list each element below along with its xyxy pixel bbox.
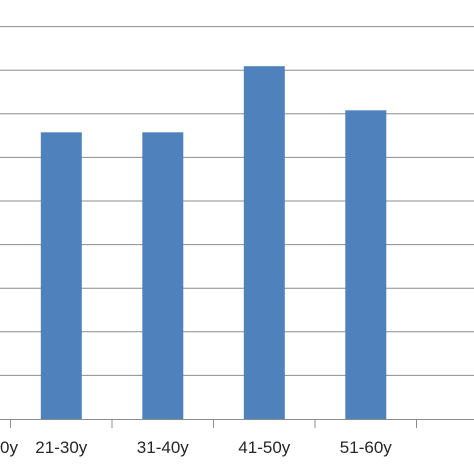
bar-4 [345, 110, 387, 420]
x-tick-label-1: 21-30y [35, 438, 87, 457]
bar-3 [243, 66, 285, 419]
bar-2 [142, 132, 184, 420]
axes [0, 419, 474, 428]
x-tick-label-0: 0y [0, 438, 18, 457]
x-tick-label-4: 51-60y [340, 438, 392, 457]
bar-1 [40, 132, 82, 420]
bars [40, 66, 387, 420]
x-tick-label-2: 31-40y [137, 438, 189, 457]
x-tick-label-3: 41-50y [238, 438, 290, 457]
category-labels: 0y 21-30y 31-40y 41-50y 51-60y [0, 438, 392, 457]
